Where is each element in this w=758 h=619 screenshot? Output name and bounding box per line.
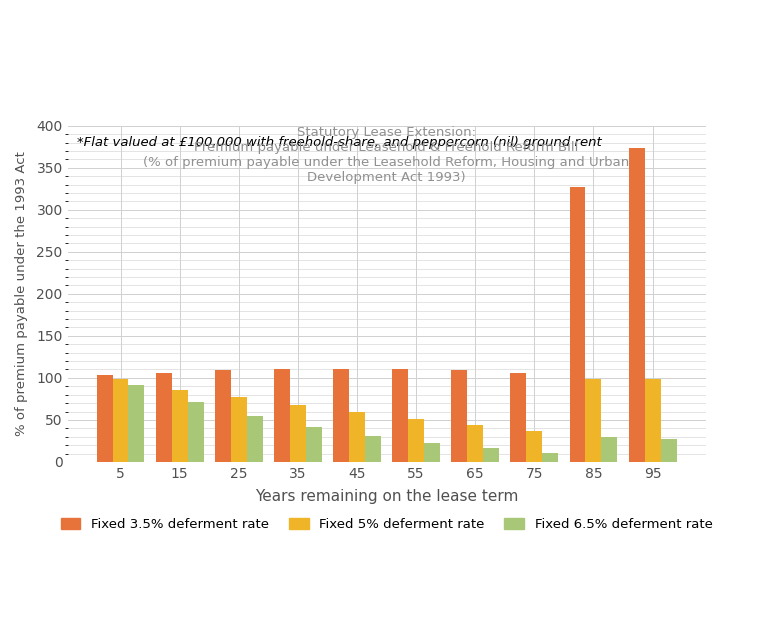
- Bar: [215, 370, 230, 462]
- Bar: [392, 370, 408, 462]
- Text: Statutory Lease Extension:
Premium payable under Leasehold & Freehold Reform Bil: Statutory Lease Extension: Premium payab…: [143, 126, 630, 184]
- Bar: [628, 147, 644, 462]
- Bar: [274, 369, 290, 462]
- Bar: [451, 370, 467, 462]
- Bar: [349, 412, 365, 462]
- Bar: [112, 379, 129, 462]
- Bar: [305, 426, 322, 462]
- Bar: [542, 452, 559, 462]
- Bar: [601, 437, 618, 462]
- Bar: [526, 431, 542, 462]
- Bar: [230, 397, 246, 462]
- Legend: Fixed 3.5% deferment rate, Fixed 5% deferment rate, Fixed 6.5% deferment rate: Fixed 3.5% deferment rate, Fixed 5% defe…: [55, 513, 718, 536]
- Bar: [408, 419, 424, 462]
- Bar: [569, 187, 585, 462]
- X-axis label: Years remaining on the lease term: Years remaining on the lease term: [255, 489, 518, 504]
- Bar: [96, 375, 112, 462]
- Bar: [424, 443, 440, 462]
- Bar: [333, 369, 349, 462]
- Y-axis label: % of premium payable under the 1993 Act: % of premium payable under the 1993 Act: [15, 152, 28, 436]
- Text: *Flat valued at £100,000 with freehold-share, and peppercorn (nil) ground rent: *Flat valued at £100,000 with freehold-s…: [77, 136, 602, 149]
- Bar: [129, 384, 145, 462]
- Bar: [644, 379, 660, 462]
- Bar: [290, 405, 305, 462]
- Bar: [188, 402, 204, 462]
- Bar: [585, 379, 601, 462]
- Bar: [660, 439, 676, 462]
- Bar: [467, 425, 483, 462]
- Bar: [155, 373, 171, 462]
- Bar: [483, 448, 500, 462]
- Bar: [510, 373, 526, 462]
- Bar: [171, 389, 188, 462]
- Bar: [365, 436, 381, 462]
- Bar: [246, 416, 263, 462]
